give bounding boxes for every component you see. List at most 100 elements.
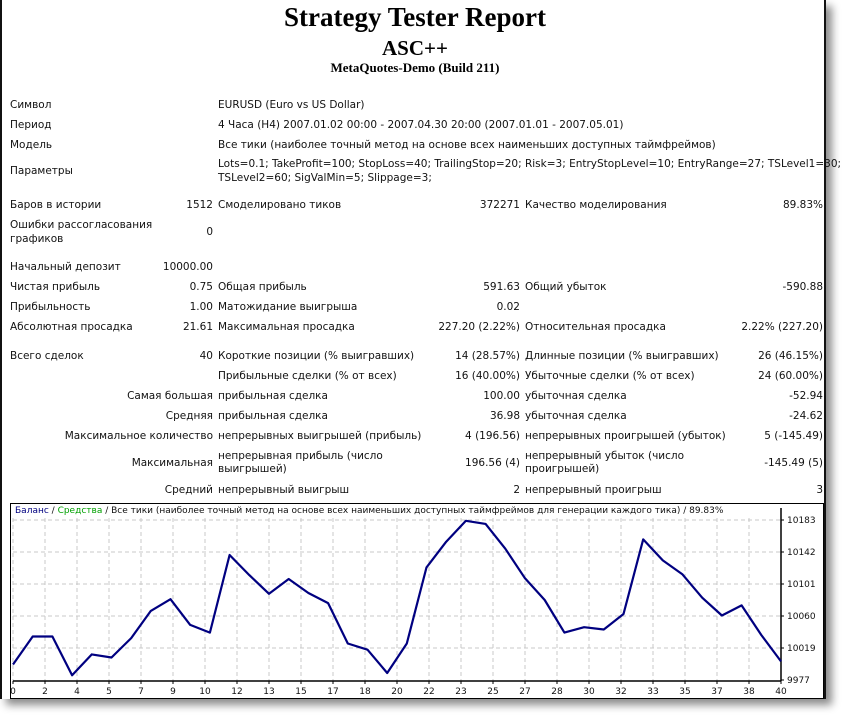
- svg-text:2: 2: [42, 687, 48, 697]
- symbol-value: EURUSD (Euro vs US Dollar): [218, 99, 365, 111]
- total-trades-label: Всего сделок: [10, 350, 84, 362]
- maximal-label: Максимальная: [131, 457, 213, 469]
- profit-trades-value: 16 (40.00%): [455, 370, 520, 382]
- params-line-1: Lots=0.1; TakeProfit=100; StopLoss=40; T…: [218, 158, 842, 170]
- max-consec-wins-value: 4 (196.56): [465, 430, 520, 442]
- max-count-label: Максимальное количество: [64, 430, 213, 442]
- svg-text:23: 23: [455, 687, 466, 697]
- max-consec-loss-value: -145.49 (5): [764, 457, 823, 469]
- chart-legend: Баланс / Средства / Все тики (наиболее т…: [15, 506, 723, 516]
- gross-loss-value: -590.88: [782, 281, 823, 293]
- bars-label: Баров в истории: [10, 199, 102, 211]
- svg-text:38: 38: [743, 687, 755, 697]
- ticks-value: 372271: [479, 199, 520, 211]
- svg-text:9977: 9977: [787, 676, 810, 686]
- max-consec-losses-label: непрерывных проигрышей (убыток): [525, 430, 726, 442]
- abs-dd-label: Абсолютная просадка: [10, 321, 133, 333]
- largest-profit-label: прибыльная сделка: [218, 390, 328, 402]
- svg-text:0: 0: [11, 687, 16, 697]
- max-consec-profit-label-2: выигрышей): [218, 463, 287, 475]
- svg-text:35: 35: [679, 687, 690, 697]
- largest-profit-value: 100.00: [483, 390, 520, 402]
- avg-consec-losses-label: непрерывный проигрыш: [525, 484, 662, 496]
- legend-description: / Все тики (наиболее точный метод на осн…: [102, 506, 724, 516]
- svg-text:25: 25: [487, 687, 498, 697]
- average-profit-label: прибыльная сделка: [218, 410, 328, 422]
- model-value: Все тики (наиболее точный метод на основ…: [218, 139, 716, 151]
- svg-text:12: 12: [231, 687, 242, 697]
- profit-factor-label: Прибыльность: [10, 301, 91, 313]
- symbol-label: Символ: [10, 99, 52, 111]
- expected-payoff-label: Матожидание выигрыша: [218, 301, 358, 313]
- avg-consec-losses-value: 3: [816, 484, 823, 496]
- avg-consec-wins-value: 2: [513, 484, 520, 496]
- profit-factor-value: 1.00: [189, 301, 213, 313]
- svg-text:32: 32: [615, 687, 626, 697]
- svg-text:37: 37: [711, 687, 722, 697]
- svg-text:9: 9: [170, 687, 176, 697]
- legend-equity: Средства: [57, 506, 103, 516]
- errors-label-2: графиков: [10, 233, 64, 245]
- max-consec-losses-value: 5 (-145.49): [764, 430, 823, 442]
- svg-text:10060: 10060: [787, 612, 816, 622]
- legend-balance: Баланс: [15, 506, 49, 516]
- svg-text:28: 28: [551, 687, 563, 697]
- errors-value: 0: [206, 226, 213, 238]
- deposit-value: 10000.00: [162, 261, 213, 273]
- quality-value: 89.83%: [782, 199, 823, 211]
- net-profit-label: Чистая прибыль: [10, 281, 101, 293]
- svg-text:10142: 10142: [787, 548, 816, 558]
- params-line-2: TSLevel2=60; SigValMin=5; Slippage=3;: [218, 172, 432, 184]
- expected-payoff-value: 0.02: [496, 301, 520, 313]
- model-label: Модель: [10, 139, 53, 151]
- average-label: Средняя: [165, 410, 213, 422]
- avg-label: Средний: [164, 484, 213, 496]
- max-consec-wins-label: непрерывных выигрышей (прибыль): [218, 430, 422, 442]
- total-trades-value: 40: [199, 350, 213, 362]
- svg-text:27: 27: [519, 687, 530, 697]
- gross-profit-label: Общая прибыль: [218, 281, 307, 293]
- max-consec-loss-label-2: проигрышей): [525, 463, 600, 475]
- average-loss-label: убыточная сделка: [525, 410, 627, 422]
- svg-text:20: 20: [391, 687, 403, 697]
- svg-text:17: 17: [327, 687, 338, 697]
- svg-text:4: 4: [74, 687, 80, 697]
- rel-dd-value: 2.22% (227.20): [741, 321, 823, 333]
- deposit-label: Начальный депозит: [10, 261, 121, 273]
- svg-text:33: 33: [647, 687, 658, 697]
- svg-text:40: 40: [775, 687, 787, 697]
- max-consec-profit-label-1: непрерывная прибыль (число: [218, 450, 383, 462]
- svg-text:22: 22: [423, 687, 434, 697]
- max-consec-profit-value: 196.56 (4): [465, 457, 520, 469]
- report-page: Strategy Tester Report ASC++ MetaQuotes-…: [0, 0, 841, 699]
- params-label: Параметры: [10, 165, 73, 177]
- svg-text:13: 13: [263, 687, 274, 697]
- short-value: 14 (28.57%): [455, 350, 520, 362]
- gross-loss-label: Общий убыток: [525, 281, 607, 293]
- svg-text:10019: 10019: [787, 644, 816, 654]
- svg-text:15: 15: [295, 687, 306, 697]
- expert-name: ASC++: [382, 36, 448, 60]
- svg-text:18: 18: [359, 687, 371, 697]
- loss-trades-label: Убыточные сделки (% от всех): [525, 370, 695, 382]
- gross-profit-value: 591.63: [483, 281, 520, 293]
- short-label: Короткие позиции (% выигравших): [218, 350, 415, 362]
- server-build: MetaQuotes-Demo (Build 211): [330, 60, 500, 75]
- profit-trades-label: Прибыльные сделки (% от всех): [218, 370, 397, 382]
- quality-label: Качество моделирования: [525, 199, 667, 211]
- legend-separator: /: [48, 506, 58, 516]
- largest-loss-label: убыточная сделка: [525, 390, 627, 402]
- largest-loss-value: -52.94: [789, 390, 823, 402]
- svg-text:10101: 10101: [787, 580, 816, 590]
- balance-chart: 0 2 4 5 7 9 10 12 13 15 17 18 20 22 23 25 27 28 30 32 33 35 37…: [10, 503, 824, 699]
- average-profit-value: 36.98: [489, 410, 520, 422]
- long-label: Длинные позиции (% выигравших): [525, 350, 719, 362]
- ticks-label: Смоделировано тиков: [218, 199, 342, 211]
- svg-text:5: 5: [106, 687, 112, 697]
- report-title: Strategy Tester Report: [284, 2, 546, 32]
- abs-dd-value: 21.61: [182, 321, 213, 333]
- bars-value: 1512: [186, 199, 213, 211]
- rel-dd-label: Относительная просадка: [525, 321, 666, 333]
- average-loss-value: -24.62: [789, 410, 823, 422]
- max-dd-label: Максимальная просадка: [218, 321, 355, 333]
